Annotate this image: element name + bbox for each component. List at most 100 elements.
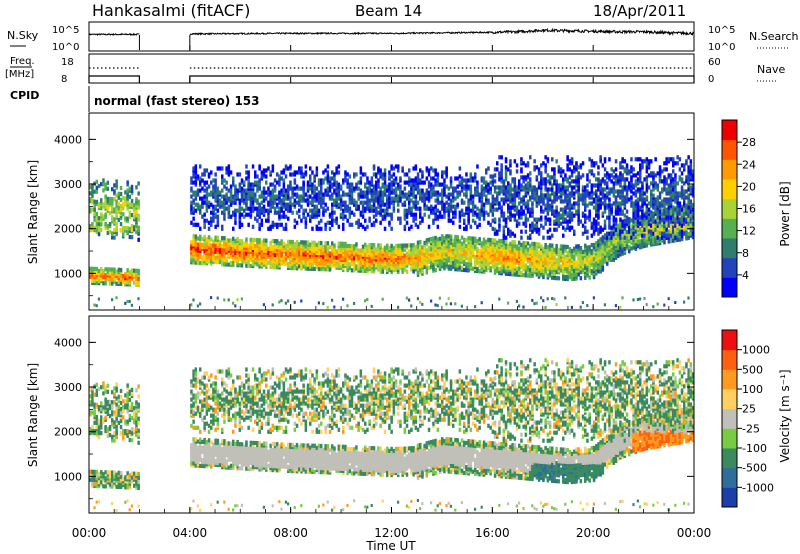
power-cell <box>551 157 554 162</box>
power-cell <box>568 275 572 280</box>
power-cell <box>601 187 605 192</box>
power-cell <box>348 174 352 179</box>
power-cell <box>513 193 517 198</box>
cpid-label: CPID <box>10 89 39 102</box>
power-cell <box>595 183 598 188</box>
power-cell <box>108 196 112 202</box>
power-cell <box>584 213 587 218</box>
power-cell <box>405 172 409 177</box>
power-cell <box>238 245 242 250</box>
power-cell <box>313 194 316 199</box>
power-cell <box>568 167 572 172</box>
power-cell <box>603 259 607 264</box>
power-cell <box>467 200 470 205</box>
power-cell <box>267 192 270 197</box>
power-cell <box>353 260 356 265</box>
power-cell <box>229 260 233 265</box>
power-cell <box>133 280 136 285</box>
power-cell <box>588 275 591 280</box>
power-cell <box>403 180 407 185</box>
power-cell <box>93 207 96 212</box>
power-cell <box>482 265 486 270</box>
power-cell <box>293 198 297 203</box>
power-cell <box>238 186 242 191</box>
power-cell <box>452 238 455 243</box>
power-cell <box>390 226 393 231</box>
power-cell <box>564 254 567 259</box>
power-cell <box>537 167 541 172</box>
power-cell <box>214 247 217 252</box>
power-cell <box>469 224 473 229</box>
power-cell <box>542 193 545 198</box>
power-cell <box>570 305 573 309</box>
power-cell <box>478 212 481 217</box>
power-cell <box>251 182 255 187</box>
power-cell <box>555 264 558 269</box>
power-cell <box>278 200 281 205</box>
power-cell <box>509 205 512 210</box>
power-cell <box>474 305 477 309</box>
power-cell <box>408 249 411 254</box>
power-cell <box>232 246 235 251</box>
power-cell <box>377 247 380 252</box>
power-cell <box>529 267 532 272</box>
power-cell <box>324 208 327 213</box>
power-cell <box>377 204 380 209</box>
power-cell <box>344 174 347 179</box>
power-cell <box>438 214 442 219</box>
freq-line-segment-0 <box>88 75 141 83</box>
power-cell <box>236 239 239 244</box>
power-cell <box>590 159 594 164</box>
power-cell <box>317 244 321 249</box>
power-cell <box>280 188 283 193</box>
power-cell <box>357 192 360 197</box>
power-cell <box>507 181 510 186</box>
power-cell <box>504 217 508 222</box>
power-cell <box>485 243 488 248</box>
power-cell <box>326 178 330 183</box>
power-cell <box>203 168 206 173</box>
power-cell <box>227 298 230 302</box>
power-cell <box>117 267 121 272</box>
power-cell <box>493 207 497 212</box>
power-cell <box>355 256 358 261</box>
power-cell <box>566 177 569 182</box>
power-cell <box>357 254 360 259</box>
power-cell <box>383 226 387 231</box>
power-cell <box>509 163 512 168</box>
power-cell <box>245 239 248 244</box>
power-cell <box>559 207 563 212</box>
power-cell <box>557 223 561 228</box>
power-cell <box>300 260 303 265</box>
power-cell <box>392 166 396 171</box>
power-cell <box>480 263 484 268</box>
power-cell <box>568 181 572 186</box>
power-cell <box>529 155 532 160</box>
power-cell <box>289 204 292 209</box>
power-cell <box>474 236 477 241</box>
power-cell <box>427 168 431 173</box>
power-cell <box>342 222 345 227</box>
power-cell <box>548 247 552 252</box>
power-cell <box>240 186 244 191</box>
power-cell <box>586 173 589 178</box>
power-cell <box>586 235 589 240</box>
power-cell <box>372 267 376 272</box>
power-cell <box>599 237 602 242</box>
power-cell <box>493 227 497 232</box>
power-cell <box>254 198 257 203</box>
power-cell <box>247 182 250 187</box>
power-cell <box>383 202 387 207</box>
power-cell <box>524 163 528 168</box>
power-cell <box>236 188 239 193</box>
power-cell <box>199 302 202 306</box>
power-cell <box>221 174 224 179</box>
power-cell <box>247 243 250 248</box>
power-cell <box>555 179 558 184</box>
power-cell <box>100 198 103 203</box>
power-cell <box>443 178 446 183</box>
power-cell <box>247 253 250 258</box>
power-cell <box>124 196 127 201</box>
power-cell <box>562 276 565 281</box>
power-cell <box>322 210 325 215</box>
